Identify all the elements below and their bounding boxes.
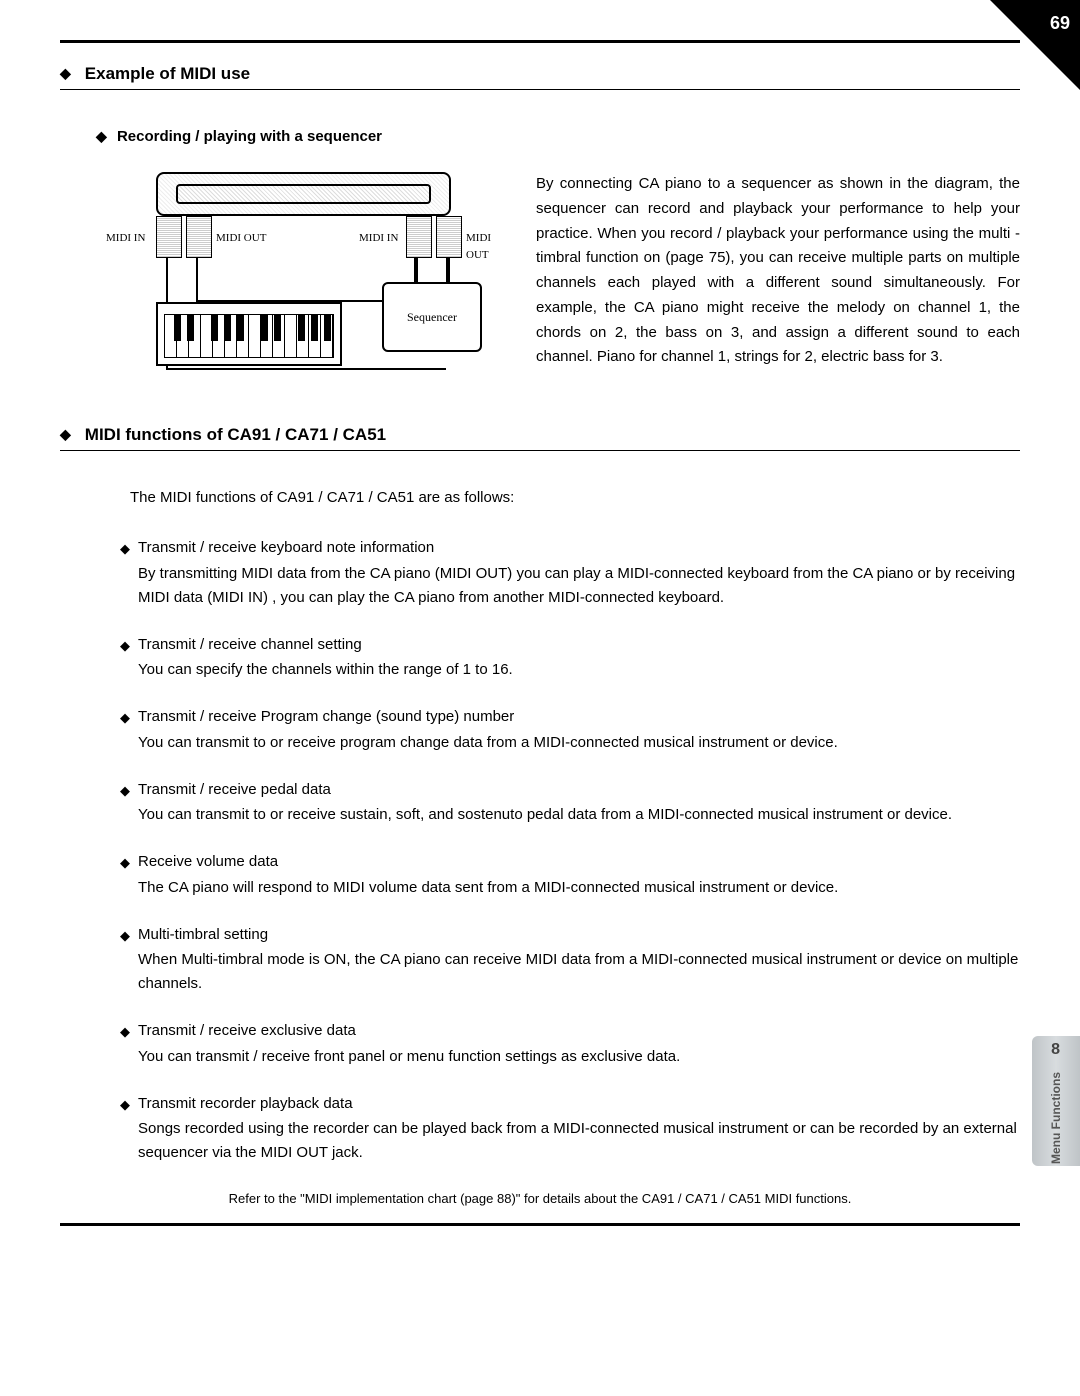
paragraph-1: By connecting CA piano to a sequencer as… <box>536 172 1020 382</box>
intro-line: The MIDI functions of CA91 / CA71 / CA51… <box>130 487 1020 510</box>
func-title: Transmit / receive exclusive data <box>138 1020 1020 1043</box>
diagram-keys <box>164 314 334 358</box>
func-title: Transmit / receive channel setting <box>138 634 1020 657</box>
func-desc: You can transmit to or receive sustain, … <box>138 803 1020 827</box>
func-desc: You can specify the channels within the … <box>138 658 1020 682</box>
func-desc: Songs recorded using the recorder can be… <box>138 1117 1020 1165</box>
diagram-panel-inner <box>176 184 431 204</box>
label-midi-in-2: MIDI IN <box>359 230 398 247</box>
label-midi-out-1: MIDI OUT <box>216 230 266 247</box>
section-title-2: MIDI functions of CA91 / CA71 / CA51 <box>60 422 1020 451</box>
func-title: Transmit recorder playback data <box>138 1093 1020 1116</box>
func-title: Transmit / receive pedal data <box>138 779 1020 802</box>
side-tab-label: Menu Functions <box>1047 1072 1065 1164</box>
func-desc: You can transmit / receive front panel o… <box>138 1045 1020 1069</box>
label-midi-in-1: MIDI IN <box>106 230 145 247</box>
sequencer-label: Sequencer <box>407 308 457 326</box>
func-item-1: Transmit / receive channel setting You c… <box>120 634 1020 683</box>
diagram-port-r1 <box>406 216 432 258</box>
top-rule <box>60 40 1020 43</box>
diagram-port-l2 <box>186 216 212 258</box>
func-item-6: Transmit / receive exclusive data You ca… <box>120 1020 1020 1069</box>
func-item-3: Transmit / receive pedal data You can tr… <box>120 779 1020 828</box>
label-midi-out-2: MIDI OUT <box>466 230 512 263</box>
subheading-1: Recording / playing with a sequencer <box>96 126 1020 149</box>
diagram-sequencer: Sequencer <box>382 282 482 352</box>
page-number: 69 <box>1050 10 1070 37</box>
side-tab-inner: Menu Functions 8 <box>1047 1038 1065 1164</box>
page-corner: 69 <box>990 0 1080 90</box>
func-title: Multi-timbral setting <box>138 924 1020 947</box>
side-tab-number: 8 <box>1052 1038 1061 1062</box>
diagram-port-l1 <box>156 216 182 258</box>
func-item-7: Transmit recorder playback data Songs re… <box>120 1093 1020 1166</box>
func-title: Transmit / receive keyboard note informa… <box>138 537 1020 560</box>
diagram-row: MIDI IN MIDI OUT MIDI IN MIDI OUT <box>96 172 1020 382</box>
midi-diagram: MIDI IN MIDI OUT MIDI IN MIDI OUT <box>96 172 496 382</box>
func-item-0: Transmit / receive keyboard note informa… <box>120 537 1020 610</box>
func-desc: You can transmit to or receive program c… <box>138 731 1020 755</box>
diagram-port-r2 <box>436 216 462 258</box>
func-item-2: Transmit / receive Program change (sound… <box>120 706 1020 755</box>
func-desc: By transmitting MIDI data from the CA pi… <box>138 562 1020 610</box>
diagram-keyboard <box>156 302 342 366</box>
section-title-1: Example of MIDI use <box>60 61 1020 90</box>
func-desc: When Multi-timbral mode is ON, the CA pi… <box>138 948 1020 996</box>
subheading-1-text: Recording / playing with a sequencer <box>117 128 382 145</box>
side-tab: Menu Functions 8 <box>1032 1036 1080 1166</box>
func-desc: The CA piano will respond to MIDI volume… <box>138 876 1020 900</box>
diagram-column: MIDI IN MIDI OUT MIDI IN MIDI OUT <box>96 172 496 382</box>
func-item-4: Receive volume data The CA piano will re… <box>120 851 1020 900</box>
wire-3 <box>414 258 418 282</box>
footer-reference: Refer to the "MIDI implementation chart … <box>60 1189 1020 1209</box>
bottom-rule <box>60 1223 1020 1226</box>
section-title-2-text: MIDI functions of CA91 / CA71 / CA51 <box>85 422 386 448</box>
func-item-5: Multi-timbral setting When Multi-timbral… <box>120 924 1020 997</box>
wire-4 <box>446 258 450 282</box>
section-title-1-text: Example of MIDI use <box>85 61 250 87</box>
func-title: Transmit / receive Program change (sound… <box>138 706 1020 729</box>
func-title: Receive volume data <box>138 851 1020 874</box>
